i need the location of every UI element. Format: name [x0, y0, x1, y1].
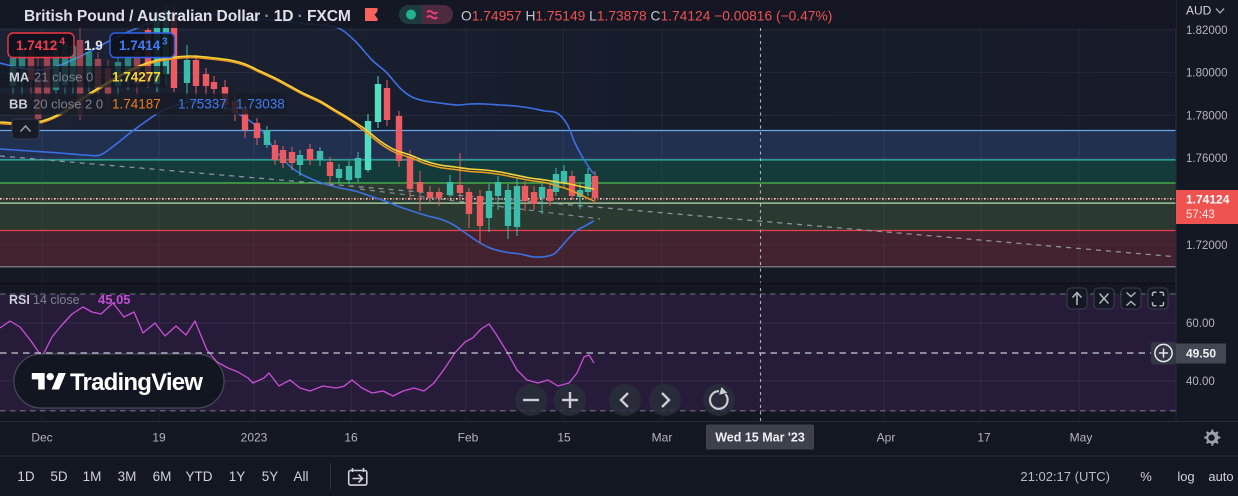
svg-text:6M: 6M: [153, 469, 172, 484]
svg-text:%: %: [1140, 469, 1152, 484]
svg-text:BB: BB: [9, 97, 28, 112]
svg-text:YTD: YTD: [186, 469, 213, 484]
svg-text:1M: 1M: [83, 469, 102, 484]
svg-text:1.82000: 1.82000: [1186, 25, 1228, 37]
svg-text:49.50: 49.50: [1186, 347, 1216, 361]
svg-text:1Y: 1Y: [229, 469, 246, 484]
svg-text:5D: 5D: [50, 469, 68, 484]
svg-text:1.78000: 1.78000: [1186, 111, 1228, 123]
svg-text:British Pound / Australian Dol: British Pound / Australian Dollar · 1D ·…: [24, 8, 351, 25]
svg-text:1.76000: 1.76000: [1186, 153, 1228, 165]
svg-text:log: log: [1177, 469, 1194, 484]
svg-text:O1.74957 H1.75149 L1.73878: O1.74957 H1.75149 L1.73878 C1.74124 −0.0…: [461, 9, 832, 24]
svg-text:60.00: 60.00: [1186, 318, 1215, 330]
svg-text:RSI: RSI: [9, 293, 30, 307]
svg-text:Mar: Mar: [652, 431, 673, 445]
svg-text:1.73038: 1.73038: [236, 97, 285, 112]
svg-text:1.74187: 1.74187: [112, 97, 161, 112]
svg-text:All: All: [293, 469, 308, 484]
svg-text:1D: 1D: [17, 469, 35, 484]
svg-text:16: 16: [344, 431, 358, 445]
svg-text:TradingView: TradingView: [70, 369, 203, 396]
svg-text:5Y: 5Y: [262, 469, 279, 484]
svg-text:17: 17: [977, 431, 991, 445]
svg-text:1.80000: 1.80000: [1186, 68, 1228, 80]
svg-text:Apr: Apr: [877, 431, 896, 445]
svg-text:1.72000: 1.72000: [1186, 240, 1228, 252]
svg-text:Wed 15 Mar '23: Wed 15 Mar '23: [715, 431, 805, 445]
svg-text:15: 15: [557, 431, 571, 445]
svg-text:1.74124: 1.74124: [1186, 193, 1230, 207]
svg-text:40.00: 40.00: [1186, 376, 1215, 388]
svg-text:MA: MA: [9, 70, 30, 85]
svg-text:auto: auto: [1208, 469, 1233, 484]
svg-text:4: 4: [60, 37, 66, 48]
svg-text:57:43: 57:43: [1186, 209, 1215, 221]
svg-text:Feb: Feb: [458, 431, 479, 445]
svg-text:1.75337: 1.75337: [178, 97, 227, 112]
svg-text:May: May: [1070, 431, 1093, 445]
svg-text:21 close 0: 21 close 0: [34, 70, 93, 85]
svg-text:1.7412: 1.7412: [16, 38, 57, 53]
svg-text:19: 19: [152, 431, 166, 445]
svg-text:45.05: 45.05: [98, 292, 131, 307]
svg-text:2023: 2023: [241, 431, 268, 445]
svg-text:AUD: AUD: [1186, 4, 1212, 18]
svg-text:1.74277: 1.74277: [112, 70, 161, 85]
svg-text:20 close 2 0: 20 close 2 0: [33, 97, 103, 112]
svg-text:1.9: 1.9: [84, 38, 103, 53]
svg-text:14 close: 14 close: [33, 293, 80, 307]
svg-text:1.7414: 1.7414: [119, 38, 161, 53]
svg-text:3: 3: [162, 37, 168, 48]
svg-text:3M: 3M: [118, 469, 137, 484]
svg-text:Dec: Dec: [31, 431, 52, 445]
svg-text:21:02:17 (UTC): 21:02:17 (UTC): [1020, 469, 1110, 484]
